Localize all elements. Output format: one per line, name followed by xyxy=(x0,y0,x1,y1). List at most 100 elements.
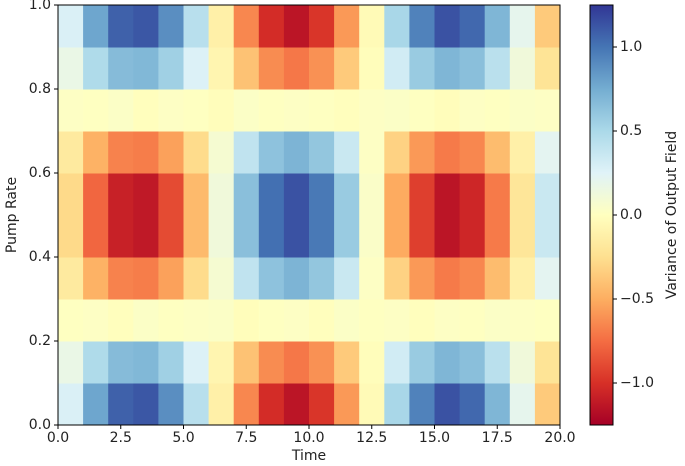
heatmap-cell xyxy=(208,131,235,174)
heatmap-cell xyxy=(484,341,511,384)
heatmap-cell xyxy=(233,131,260,174)
heatmap-cell xyxy=(409,299,435,342)
heatmap-cell xyxy=(58,215,84,258)
y-tick-label: 0.4 xyxy=(29,249,51,265)
heatmap-cell xyxy=(509,5,536,48)
heatmap-cell xyxy=(484,5,511,48)
heatmap-cell xyxy=(434,47,461,90)
heatmap-cell xyxy=(334,131,360,174)
heatmap-cell xyxy=(359,383,385,426)
heatmap-cell xyxy=(158,383,184,426)
heatmap-cell xyxy=(183,173,210,216)
heatmap-cell xyxy=(108,383,134,426)
colorbar-tick-label: −0.5 xyxy=(620,291,654,307)
heatmap-cell xyxy=(409,341,435,384)
heatmap-cell xyxy=(83,383,109,426)
heatmap-cell xyxy=(434,257,461,300)
heatmap-cell xyxy=(309,383,335,426)
heatmap-cell xyxy=(233,173,260,216)
heatmap-cell xyxy=(309,5,335,48)
heatmap-cell xyxy=(534,215,561,258)
heatmap-cell xyxy=(133,383,159,426)
heatmap-cell xyxy=(334,341,360,384)
heatmap-cell xyxy=(183,383,210,426)
heatmap-cell xyxy=(509,215,536,258)
heatmap-cell xyxy=(283,257,310,300)
heatmap-cell xyxy=(459,5,486,48)
heatmap-cell xyxy=(384,47,410,90)
heatmap-cell xyxy=(509,383,536,426)
heatmap-cell xyxy=(409,215,435,258)
colorbar-tick-label: 0.5 xyxy=(620,123,642,139)
heatmap-cell xyxy=(434,89,461,132)
heatmap-cell xyxy=(108,215,134,258)
heatmap-cell xyxy=(58,173,84,216)
y-tick-label: 0.6 xyxy=(29,165,51,181)
heatmap-cell xyxy=(108,257,134,300)
heatmap-cell xyxy=(509,341,536,384)
heatmap-cell xyxy=(484,383,511,426)
heatmap-cell xyxy=(283,299,310,342)
heatmap-cell xyxy=(258,299,285,342)
heatmap-cell xyxy=(384,299,410,342)
heatmap-cell xyxy=(83,341,109,384)
heatmap-cell xyxy=(233,215,260,258)
heatmap-cell xyxy=(534,5,561,48)
heatmap-cell xyxy=(258,47,285,90)
heatmap-cell xyxy=(158,299,184,342)
heatmap-cell xyxy=(233,257,260,300)
x-tick-label: 12.5 xyxy=(356,430,387,446)
heatmap-cell xyxy=(434,341,461,384)
heatmap-cell xyxy=(459,131,486,174)
heatmap-cell xyxy=(484,257,511,300)
heatmap-cell xyxy=(359,341,385,384)
heatmap-cell xyxy=(133,215,159,258)
heatmap-cell xyxy=(233,5,260,48)
heatmap-cell xyxy=(183,47,210,90)
heatmap-cell xyxy=(384,215,410,258)
heatmap-cell xyxy=(334,89,360,132)
heatmap-cell xyxy=(258,89,285,132)
heatmap-cell xyxy=(459,383,486,426)
heatmap-cell xyxy=(334,5,360,48)
heatmap-cell xyxy=(334,257,360,300)
heatmap-cell xyxy=(83,299,109,342)
heatmap-cell xyxy=(509,47,536,90)
heatmap-cell xyxy=(83,173,109,216)
heatmap-cell xyxy=(158,257,184,300)
x-tick-label: 15.0 xyxy=(419,430,450,446)
heatmap-cell xyxy=(208,173,235,216)
y-axis-label: Pump Rate xyxy=(4,177,20,253)
heatmap-cell xyxy=(83,89,109,132)
heatmap-cell xyxy=(409,89,435,132)
heatmap-cell xyxy=(509,257,536,300)
heatmap-cell xyxy=(233,299,260,342)
heatmap-cell xyxy=(158,5,184,48)
heatmap-cell xyxy=(283,47,310,90)
heatmap-cell xyxy=(459,215,486,258)
heatmap-cell xyxy=(409,5,435,48)
heatmap-cell xyxy=(534,131,561,174)
heatmap-cell xyxy=(309,173,335,216)
heatmap-cell xyxy=(384,341,410,384)
heatmap-cell xyxy=(484,47,511,90)
heatmap-cell xyxy=(233,383,260,426)
heatmap-cell xyxy=(534,383,561,426)
heatmap-cell xyxy=(283,215,310,258)
heatmap-cell xyxy=(409,47,435,90)
heatmap-cell xyxy=(58,341,84,384)
y-tick-label: 0.0 xyxy=(29,417,51,433)
heatmap-cell xyxy=(83,215,109,258)
heatmap-cell xyxy=(359,131,385,174)
heatmap-cell xyxy=(158,89,184,132)
heatmap-cell xyxy=(534,257,561,300)
heatmap-cell xyxy=(208,89,235,132)
heatmap-cell xyxy=(108,341,134,384)
heatmap-cell xyxy=(183,5,210,48)
heatmap-cell xyxy=(133,257,159,300)
heatmap-cell xyxy=(58,383,84,426)
heatmap-cell xyxy=(108,299,134,342)
heatmap-cell xyxy=(509,131,536,174)
heatmap-cell xyxy=(133,173,159,216)
